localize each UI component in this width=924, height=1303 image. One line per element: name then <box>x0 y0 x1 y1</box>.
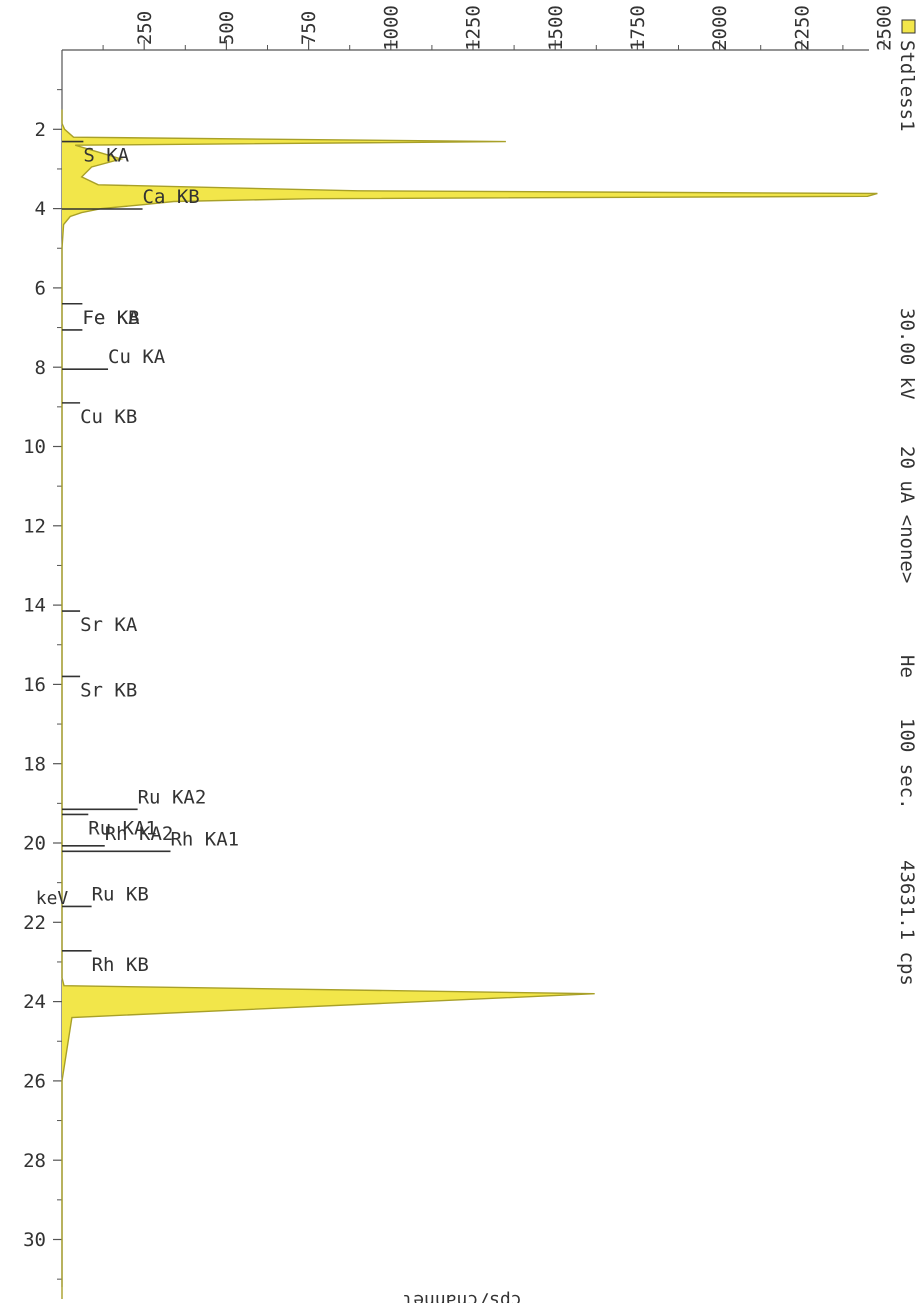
x-tick-label: 28 <box>23 1150 46 1172</box>
voltage-readout: 30.00 kV <box>896 308 918 400</box>
x-tick-label: 6 <box>35 278 46 300</box>
spectrum-line <box>61 109 878 1299</box>
element-marker-label: S KA <box>83 145 129 167</box>
y-tick-label: 1000 <box>380 5 402 51</box>
element-marker-label: Fe KB <box>82 307 139 329</box>
y-tick-label: 250 <box>134 11 156 45</box>
y-tick-label: 2500 <box>874 5 896 51</box>
element-marker-label: Rh KA1 <box>171 828 240 850</box>
element-marker-label: Sr KB <box>80 679 137 701</box>
x-tick-label: 12 <box>23 515 46 537</box>
y-tick-label: 1750 <box>627 5 649 51</box>
spectrum-area <box>62 109 878 1299</box>
y-tick-label: 1500 <box>545 5 567 51</box>
element-marker-label: Sr KA <box>80 614 138 636</box>
atmosphere-readout: He <box>896 655 918 678</box>
x-tick-label: 26 <box>23 1071 46 1093</box>
y-tick-label: 2000 <box>709 5 731 51</box>
sample-name: Stdless1 <box>896 40 918 132</box>
x-tick-label: 8 <box>35 357 46 379</box>
y-tick-label: 2250 <box>791 5 813 51</box>
y-tick-label: 500 <box>216 11 238 45</box>
element-marker-label: Ru KA1 <box>88 817 157 839</box>
element-marker-label: Ru KA2 <box>138 786 207 808</box>
x-tick-label: 30 <box>23 1229 46 1251</box>
y-tick-label: 750 <box>298 11 320 45</box>
series-legend-swatch <box>901 19 916 34</box>
x-tick-label: 20 <box>23 833 46 855</box>
x-tick-label: 14 <box>23 595 46 617</box>
element-marker-label: Rh KB <box>92 954 149 976</box>
live-time-readout: 100 sec. <box>896 718 918 810</box>
x-tick-label: 4 <box>35 198 46 220</box>
y-axis-ticks: 250 500 750 1000 1250 1500 1750 2000 2250 2500 <box>102 5 896 51</box>
x-tick-label: 16 <box>23 674 46 696</box>
x-axis-title: keV <box>36 888 69 909</box>
x-tick-label: 24 <box>23 991 46 1013</box>
x-tick-label: 22 <box>23 912 46 934</box>
y-tick-label: 1250 <box>463 5 485 51</box>
element-marker-label: Cu KA <box>108 346 166 368</box>
x-tick-label: 10 <box>23 436 46 458</box>
count-rate-readout: 43631.1 cps <box>896 860 918 986</box>
x-tick-label: 18 <box>23 753 46 775</box>
element-marker-label: Rh KA2 <box>105 823 174 845</box>
element-marker-label: Cu KB <box>80 406 137 428</box>
element-marker-label: Fe KA <box>82 307 140 329</box>
current-readout: 20 uA <none> <box>896 446 918 583</box>
y-axis-title: cps/channel <box>402 1290 521 1303</box>
element-marker-label: Ru KB <box>92 883 149 905</box>
element-marker-label: Ca KB <box>143 186 200 208</box>
x-tick-label: 2 <box>35 119 46 141</box>
